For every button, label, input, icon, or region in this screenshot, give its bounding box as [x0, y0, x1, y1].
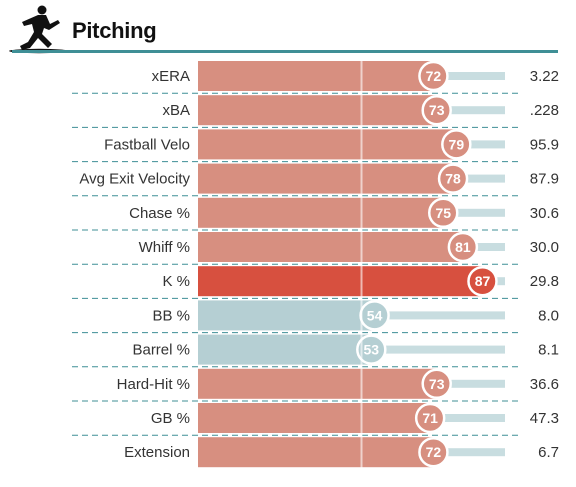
stat-value: 3.22	[530, 68, 559, 85]
chart-row: xERA 72 3.22	[152, 60, 559, 92]
percentile-bar	[198, 403, 431, 433]
percentile-bar	[198, 437, 434, 468]
percentile-bar	[198, 300, 375, 331]
stat-value: 8.0	[538, 307, 559, 324]
percentile-marker	[467, 265, 498, 297]
percentile-marker	[421, 368, 452, 400]
stat-value: 8.1	[538, 342, 559, 359]
percentile-label: 87	[475, 273, 491, 289]
percentile-marker	[447, 231, 479, 263]
percentile-label: 73	[429, 376, 445, 392]
chart-row: Extension 72 6.7	[72, 434, 559, 468]
stat-value: 6.7	[538, 444, 559, 461]
stat-value: 30.0	[530, 239, 559, 256]
header-divider	[12, 50, 558, 53]
pitcher-silhouette-icon	[9, 5, 69, 54]
stat-value: 29.8	[530, 273, 559, 290]
chart-row: Chase % 75 30.6	[72, 195, 559, 229]
percentile-label: 78	[445, 171, 461, 187]
percentile-label: 54	[367, 307, 383, 323]
percentile-label: 73	[429, 102, 445, 118]
page-title: Pitching	[72, 18, 157, 43]
stat-value: .228	[530, 102, 559, 119]
percentile-marker	[418, 436, 449, 468]
percentile-marker	[428, 197, 459, 229]
percentile-bar	[198, 61, 434, 91]
percentile-bar	[198, 368, 437, 399]
chart-rows: xERA 72 3.22 xBA 73 .228 Fastball Velo 79 95.9 Av…	[72, 58, 559, 472]
metric-label: Avg Exit Velocity	[79, 171, 190, 188]
percentile-bar	[198, 95, 437, 126]
percentile-bar	[198, 197, 444, 228]
metric-label: Whiff %	[139, 239, 190, 256]
percentile-label: 75	[435, 205, 451, 221]
percentile-label: 72	[426, 444, 442, 460]
percentile-label: 72	[426, 68, 442, 84]
metric-label: Chase %	[129, 205, 190, 222]
percentile-marker	[441, 129, 472, 160]
chart-row: Fastball Velo 79 95.9	[72, 126, 559, 160]
chart-row: Avg Exit Velocity 78 87.9	[72, 161, 559, 194]
percentile-marker	[421, 94, 452, 126]
percentile-bar	[198, 334, 372, 365]
stat-value: 30.6	[530, 205, 559, 222]
percentile-chart: xERA 72 3.22 xBA 73 .228 Fastball Velo 79 95.9 Av…	[72, 58, 559, 472]
metric-label: Fastball Velo	[104, 136, 190, 153]
metric-label: Hard-Hit %	[117, 376, 190, 393]
percentile-marker	[418, 60, 449, 92]
chart-row: Whiff % 81 30.0	[72, 229, 559, 263]
metric-label: xERA	[152, 68, 190, 85]
metric-label: Barrel %	[132, 342, 190, 359]
stat-value: 95.9	[530, 136, 559, 153]
chart-row: Hard-Hit % 73 36.6	[72, 366, 559, 400]
percentile-marker	[437, 163, 469, 194]
percentile-bar	[198, 266, 483, 297]
chart-row: BB % 54 8.0	[72, 297, 559, 331]
stat-value: 36.6	[530, 376, 559, 393]
chart-row: xBA 73 .228	[72, 92, 559, 126]
percentile-label: 81	[455, 239, 471, 255]
percentile-label: 53	[364, 342, 380, 358]
header: Pitching	[0, 0, 576, 56]
metric-label: GB %	[151, 410, 190, 427]
chart-row: Barrel % 53 8.1	[72, 332, 559, 365]
percentile-label: 71	[422, 410, 438, 426]
metric-label: K %	[162, 273, 190, 290]
metric-label: xBA	[162, 102, 190, 119]
chart-row: GB % 71 47.3	[72, 400, 559, 434]
metric-label: Extension	[124, 444, 190, 461]
chart-row: K % 87 29.8	[72, 263, 559, 297]
metric-label: BB %	[152, 307, 190, 324]
percentile-bar	[198, 163, 454, 194]
stat-value: 87.9	[530, 171, 559, 188]
percentile-bar	[198, 232, 463, 262]
percentile-marker	[356, 334, 387, 365]
percentile-label: 79	[449, 136, 465, 152]
percentile-marker	[414, 402, 446, 434]
percentile-bar	[198, 129, 457, 160]
stat-value: 47.3	[530, 410, 559, 427]
